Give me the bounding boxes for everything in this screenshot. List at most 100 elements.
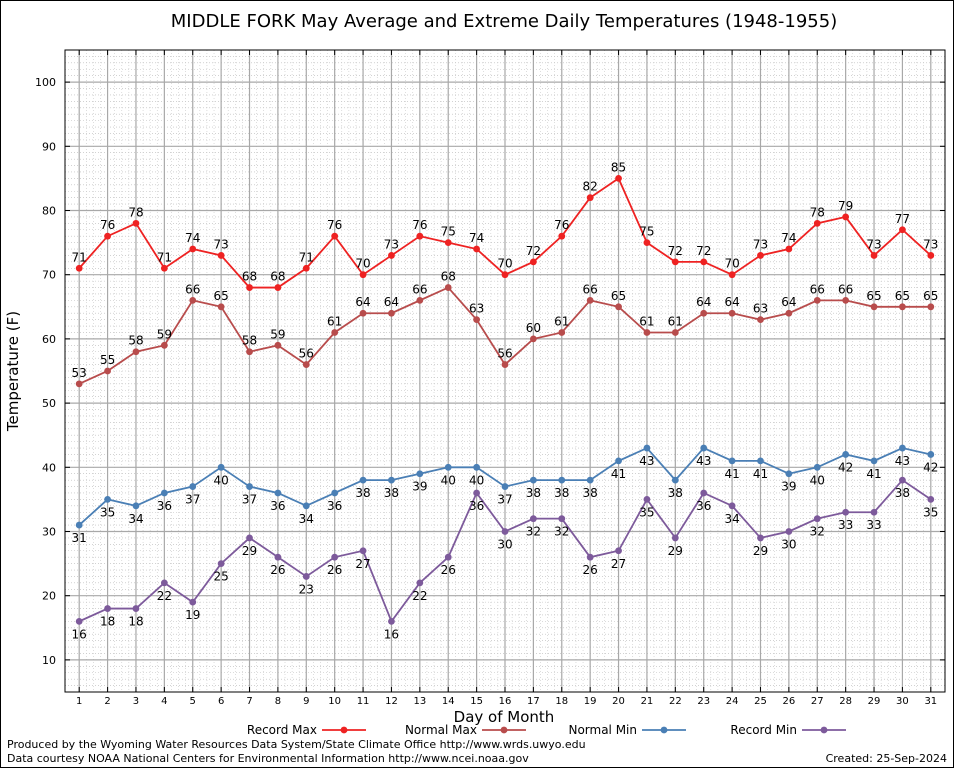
normal-min-data-label: 42 [923, 460, 938, 474]
record-min-data-label: 19 [185, 608, 200, 622]
record-min-data-label: 26 [270, 563, 285, 577]
record-min-point [359, 547, 367, 555]
normal-max-data-label: 64 [355, 295, 370, 309]
record-max-data-label: 71 [72, 250, 87, 264]
record-max-point [331, 232, 339, 240]
record-max-data-label: 76 [327, 218, 342, 232]
record-min-data-label: 35 [923, 505, 938, 519]
normal-max-data-label: 64 [696, 295, 711, 309]
record-min-data-label: 26 [327, 563, 342, 577]
y-tick-label: 70 [42, 269, 56, 282]
normal-max-data-label: 65 [213, 289, 228, 303]
record-max-data-label: 85 [611, 160, 626, 174]
record-min-point [160, 579, 168, 587]
record-min-data-label: 32 [526, 525, 541, 539]
record-min-data-label: 18 [128, 615, 143, 629]
x-tick-label: 18 [555, 696, 568, 707]
record-max-point [416, 232, 424, 240]
record-min-data-label: 30 [497, 538, 512, 552]
normal-min-data-label: 40 [810, 473, 825, 487]
normal-max-point [359, 309, 367, 317]
record-max-point [274, 284, 282, 291]
normal-min-data-label: 43 [696, 454, 711, 468]
normal-max-data-label: 55 [100, 353, 115, 367]
normal-max-data-label: 65 [611, 289, 626, 303]
normal-max-point [388, 309, 395, 317]
record-max-data-label: 76 [412, 218, 427, 232]
x-tick-label: 11 [357, 696, 370, 707]
record-min-point [927, 496, 935, 503]
normal-min-point [501, 483, 509, 490]
record-max-data-label: 68 [270, 270, 285, 284]
record-min-point [416, 579, 424, 587]
normal-min-point [927, 451, 935, 458]
record-min-data-label: 18 [100, 615, 115, 629]
record-max-point [302, 264, 310, 272]
normal-max-data-label: 65 [923, 289, 938, 303]
record-min-point [189, 598, 197, 606]
record-max-data-label: 73 [384, 237, 399, 251]
normal-min-data-label: 41 [611, 467, 626, 481]
record-min-point [558, 515, 566, 523]
record-max-data-label: 72 [696, 244, 711, 258]
record-max-point [558, 232, 566, 240]
normal-max-point [558, 329, 566, 336]
record-max-point [473, 245, 481, 253]
normal-min-data-label: 34 [128, 512, 143, 526]
record-min-point [813, 515, 821, 523]
record-max-point [189, 245, 197, 253]
record-max-data-label: 70 [497, 257, 512, 271]
normal-max-point [927, 303, 935, 311]
normal-min-data-label: 40 [469, 473, 484, 487]
normal-min-point [217, 463, 225, 471]
normal-min-data-label: 31 [72, 531, 87, 545]
chart-title: MIDDLE FORK May Average and Extreme Dail… [171, 11, 837, 32]
normal-max-data-label: 59 [270, 327, 285, 341]
x-tick-label: 20 [612, 696, 625, 707]
record-max-point [813, 219, 821, 227]
record-max-point [615, 175, 622, 182]
legend-marker-record-min [820, 726, 828, 734]
series-layer: 71 76 78 71 74 73 68 68 71 76 70 73 76 75 74 70 72 76 82 85… [72, 160, 939, 641]
normal-max-data-label: 66 [185, 282, 200, 296]
normal-max-point [302, 361, 310, 368]
normal-max-data-label: 65 [895, 289, 910, 303]
record-max-point [757, 252, 764, 259]
legend-marker-normal-max [500, 726, 508, 734]
normal-min-point [416, 470, 424, 478]
legend-label-record-min: Record Min [730, 723, 797, 737]
normal-max-point [274, 341, 282, 349]
normal-min-data-label: 41 [866, 467, 881, 481]
normal-max-point [501, 361, 509, 368]
normal-max-data-label: 66 [412, 282, 427, 296]
normal-max-data-label: 63 [469, 302, 484, 316]
record-max-point [899, 226, 906, 234]
record-max-point [842, 213, 850, 221]
x-tick-label: 24 [726, 696, 739, 707]
x-tick-label: 16 [499, 696, 512, 707]
record-min-data-label: 29 [668, 544, 683, 558]
normal-max-point [643, 329, 651, 336]
record-max-data-label: 74 [469, 231, 484, 245]
record-max-point [643, 239, 651, 247]
normal-max-point [473, 316, 481, 324]
record-min-data-label: 33 [866, 518, 881, 532]
record-max-point [501, 271, 509, 279]
record-min-point [501, 528, 509, 535]
record-max-data-label: 75 [441, 225, 456, 239]
normal-max-data-label: 56 [299, 347, 314, 361]
record-min-point [132, 605, 140, 612]
normal-min-data-label: 38 [668, 486, 683, 500]
x-tick-label: 15 [470, 696, 483, 707]
normal-min-point [444, 463, 452, 471]
record-min-data-label: 16 [72, 627, 87, 641]
x-tick-label: 8 [275, 696, 281, 707]
record-min-point [388, 617, 395, 625]
legend-label-normal-max: Normal Max [405, 723, 477, 737]
normal-max-point [217, 303, 225, 311]
y-tick-label: 100 [35, 76, 56, 89]
record-max-point [529, 258, 537, 266]
record-max-data-label: 71 [299, 250, 314, 264]
